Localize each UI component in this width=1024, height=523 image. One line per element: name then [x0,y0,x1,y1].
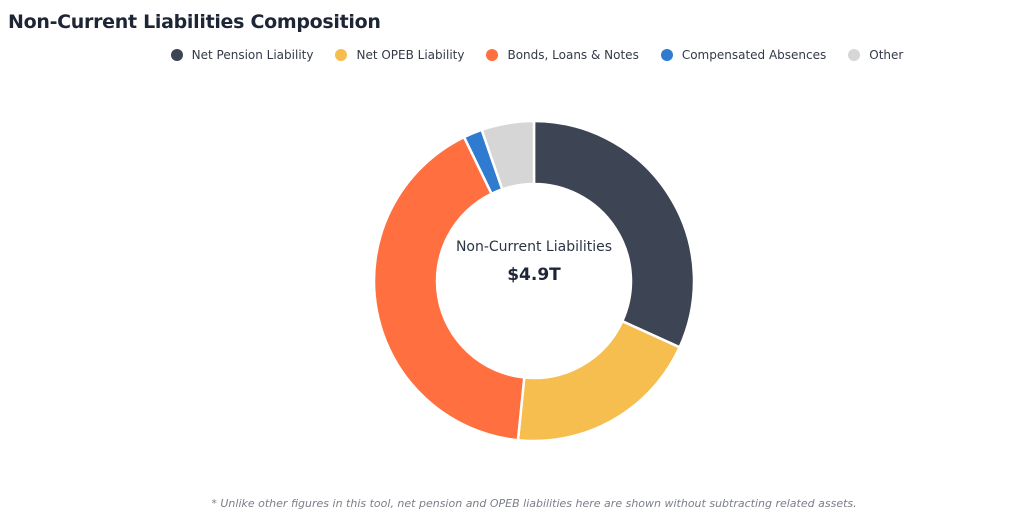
legend-item-net-opeb[interactable]: Net OPEB Liability [335,48,464,62]
legend-label: Compensated Absences [681,48,827,62]
legend-item-compensated-absences[interactable]: Compensated Absences [660,48,827,62]
legend-swatch-icon [660,49,673,61]
legend-label: Other [869,48,904,62]
donut-slice-other[interactable] [480,119,536,191]
legend-label: Net OPEB Liability [356,48,465,62]
legend-label: Net Pension Liability [191,48,314,62]
legend-item-other[interactable]: Other [848,48,903,62]
center-label: Non-Current Liabilities [456,239,612,255]
donut-slice-bonds-loans-notes[interactable] [372,135,526,442]
donut-slices [372,119,696,443]
legend-swatch-icon [848,49,861,61]
legend-item-net-pension[interactable]: Net Pension Liability [170,48,314,62]
legend-swatch-icon [486,49,499,61]
legend-item-bonds-loans-notes[interactable]: Bonds, Loans & Notes [486,48,639,62]
legend-swatch-icon [170,49,183,61]
footnote: * Unlike other figures in this tool, net… [211,497,857,510]
legend-swatch-icon [335,49,348,61]
donut-slice-net-pension-liability[interactable] [532,119,696,349]
legend: Net Pension Liability Net OPEB Liability… [0,48,1024,62]
center-value: $4.9T [507,265,561,285]
legend-label: Bonds, Loans & Notes [507,48,639,62]
chart-title: Non-Current Liabilities Composition [8,11,381,33]
donut-slice-net-opeb-liability[interactable] [516,319,682,443]
